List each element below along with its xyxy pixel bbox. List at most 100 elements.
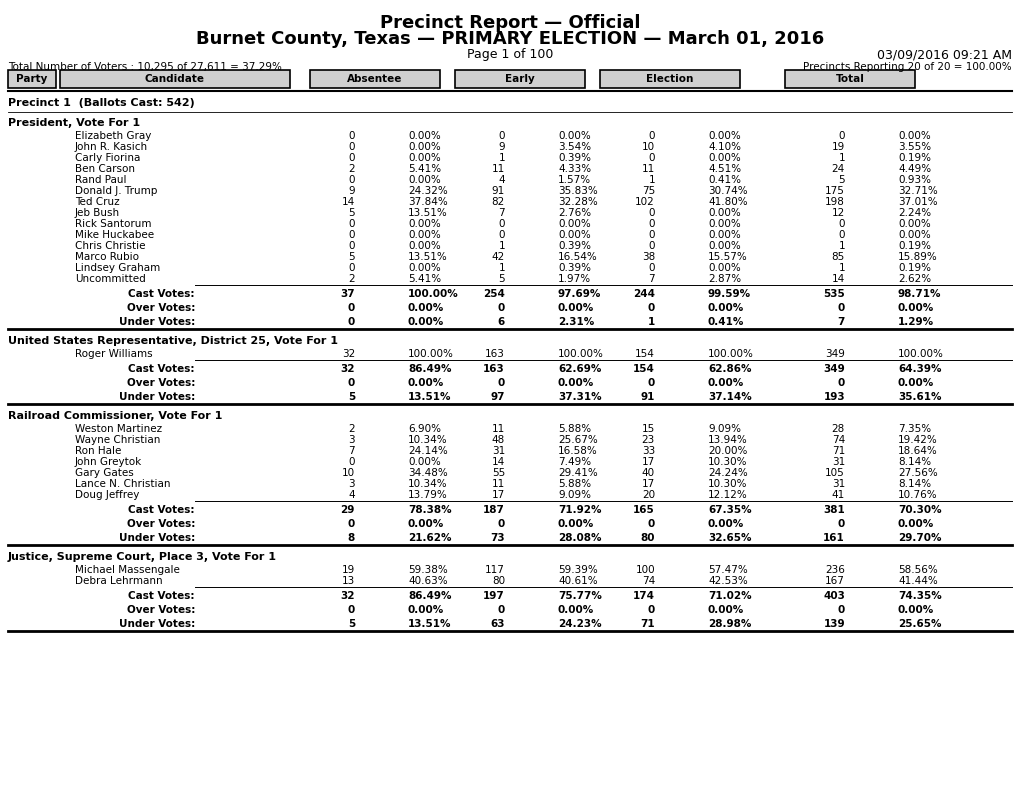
Text: 14: 14 [491, 457, 504, 467]
Text: 58.56%: 58.56% [897, 565, 936, 575]
Text: 349: 349 [824, 349, 844, 359]
Text: 0: 0 [647, 519, 654, 529]
Text: 4.49%: 4.49% [897, 164, 930, 174]
Text: 18.64%: 18.64% [897, 446, 936, 456]
Text: 0.00%: 0.00% [707, 605, 744, 615]
Text: 70.30%: 70.30% [897, 505, 941, 515]
Text: 0.19%: 0.19% [897, 153, 930, 163]
Text: Over Votes:: Over Votes: [126, 378, 195, 388]
FancyBboxPatch shape [60, 70, 289, 88]
Text: 161: 161 [822, 533, 844, 543]
Text: 0.00%: 0.00% [408, 378, 444, 388]
Text: 2: 2 [348, 274, 355, 284]
Text: 535: 535 [822, 289, 844, 299]
Text: 31: 31 [830, 457, 844, 467]
Text: 5.41%: 5.41% [408, 164, 440, 174]
Text: 74: 74 [641, 576, 654, 586]
Text: 37.31%: 37.31% [557, 392, 601, 402]
Text: 5: 5 [498, 274, 504, 284]
Text: 0.39%: 0.39% [557, 241, 590, 251]
Text: 8.14%: 8.14% [897, 457, 930, 467]
Text: John Greytok: John Greytok [75, 457, 142, 467]
Text: Chris Christie: Chris Christie [75, 241, 146, 251]
Text: 0.00%: 0.00% [707, 131, 740, 141]
Text: 1: 1 [647, 317, 654, 327]
Text: 2.87%: 2.87% [707, 274, 741, 284]
Text: 12: 12 [830, 208, 844, 218]
Text: 0.00%: 0.00% [707, 263, 740, 273]
Text: 175: 175 [824, 186, 844, 196]
Text: Cast Votes:: Cast Votes: [128, 289, 195, 299]
Text: 9: 9 [348, 186, 355, 196]
Text: 100.00%: 100.00% [408, 349, 453, 359]
Text: 28.98%: 28.98% [707, 619, 751, 629]
Text: Uncommitted: Uncommitted [75, 274, 146, 284]
Text: Carly Fiorina: Carly Fiorina [75, 153, 141, 163]
Text: 1.97%: 1.97% [557, 274, 591, 284]
Text: 0: 0 [648, 131, 654, 141]
Text: 35.61%: 35.61% [897, 392, 941, 402]
Text: 38: 38 [641, 252, 654, 262]
Text: 29.41%: 29.41% [557, 468, 597, 478]
Text: 31: 31 [830, 479, 844, 489]
Text: 198: 198 [824, 197, 844, 207]
Text: 0.00%: 0.00% [408, 241, 440, 251]
Text: 0: 0 [348, 230, 355, 240]
Text: 37.84%: 37.84% [408, 197, 447, 207]
Text: 381: 381 [822, 505, 844, 515]
FancyBboxPatch shape [785, 70, 914, 88]
Text: 74: 74 [830, 435, 844, 445]
Text: 0.00%: 0.00% [897, 605, 933, 615]
Text: 0: 0 [348, 131, 355, 141]
Text: 0.00%: 0.00% [897, 303, 933, 313]
Text: 10.34%: 10.34% [408, 435, 447, 445]
Text: 0: 0 [348, 241, 355, 251]
Text: 97.69%: 97.69% [557, 289, 601, 299]
Text: 7: 7 [837, 317, 844, 327]
Text: 5: 5 [348, 208, 355, 218]
Text: 13.94%: 13.94% [707, 435, 747, 445]
Text: 25.67%: 25.67% [557, 435, 597, 445]
Text: 85: 85 [830, 252, 844, 262]
Text: 0.00%: 0.00% [557, 519, 594, 529]
Text: 40.63%: 40.63% [408, 576, 447, 586]
Text: 80: 80 [491, 576, 504, 586]
Text: 0: 0 [347, 519, 355, 529]
Text: 0.00%: 0.00% [557, 605, 594, 615]
Text: 0: 0 [348, 153, 355, 163]
Text: Doug Jeffrey: Doug Jeffrey [75, 490, 140, 500]
Text: 37.14%: 37.14% [707, 392, 751, 402]
Text: 71.92%: 71.92% [557, 505, 601, 515]
Text: Party: Party [16, 74, 48, 84]
Text: 24.14%: 24.14% [408, 446, 447, 456]
Text: 5.88%: 5.88% [557, 479, 591, 489]
Text: 98.71%: 98.71% [897, 289, 941, 299]
Text: 0: 0 [347, 378, 355, 388]
Text: 74.35%: 74.35% [897, 591, 941, 601]
Text: 78.38%: 78.38% [408, 505, 451, 515]
Text: 0.00%: 0.00% [897, 378, 933, 388]
Text: 0.93%: 0.93% [897, 175, 930, 185]
Text: Jeb Bush: Jeb Bush [75, 208, 120, 218]
Text: Lindsey Graham: Lindsey Graham [75, 263, 160, 273]
Text: 62.69%: 62.69% [557, 364, 601, 374]
Text: Mike Huckabee: Mike Huckabee [75, 230, 154, 240]
Text: 349: 349 [822, 364, 844, 374]
Text: 0: 0 [348, 263, 355, 273]
Text: Rick Santorum: Rick Santorum [75, 219, 152, 229]
Text: 59.39%: 59.39% [557, 565, 597, 575]
Text: 1: 1 [498, 241, 504, 251]
Text: 0.00%: 0.00% [557, 378, 594, 388]
Text: 57.47%: 57.47% [707, 565, 747, 575]
Text: 0: 0 [497, 519, 504, 529]
Text: 0.00%: 0.00% [408, 131, 440, 141]
Text: 165: 165 [633, 505, 654, 515]
Text: 0.19%: 0.19% [897, 263, 930, 273]
Text: 6: 6 [497, 317, 504, 327]
Text: 0: 0 [498, 219, 504, 229]
Text: 30.74%: 30.74% [707, 186, 747, 196]
Text: 5: 5 [348, 252, 355, 262]
Text: Ron Hale: Ron Hale [75, 446, 121, 456]
Text: 0.00%: 0.00% [707, 241, 740, 251]
Text: 5.41%: 5.41% [408, 274, 440, 284]
